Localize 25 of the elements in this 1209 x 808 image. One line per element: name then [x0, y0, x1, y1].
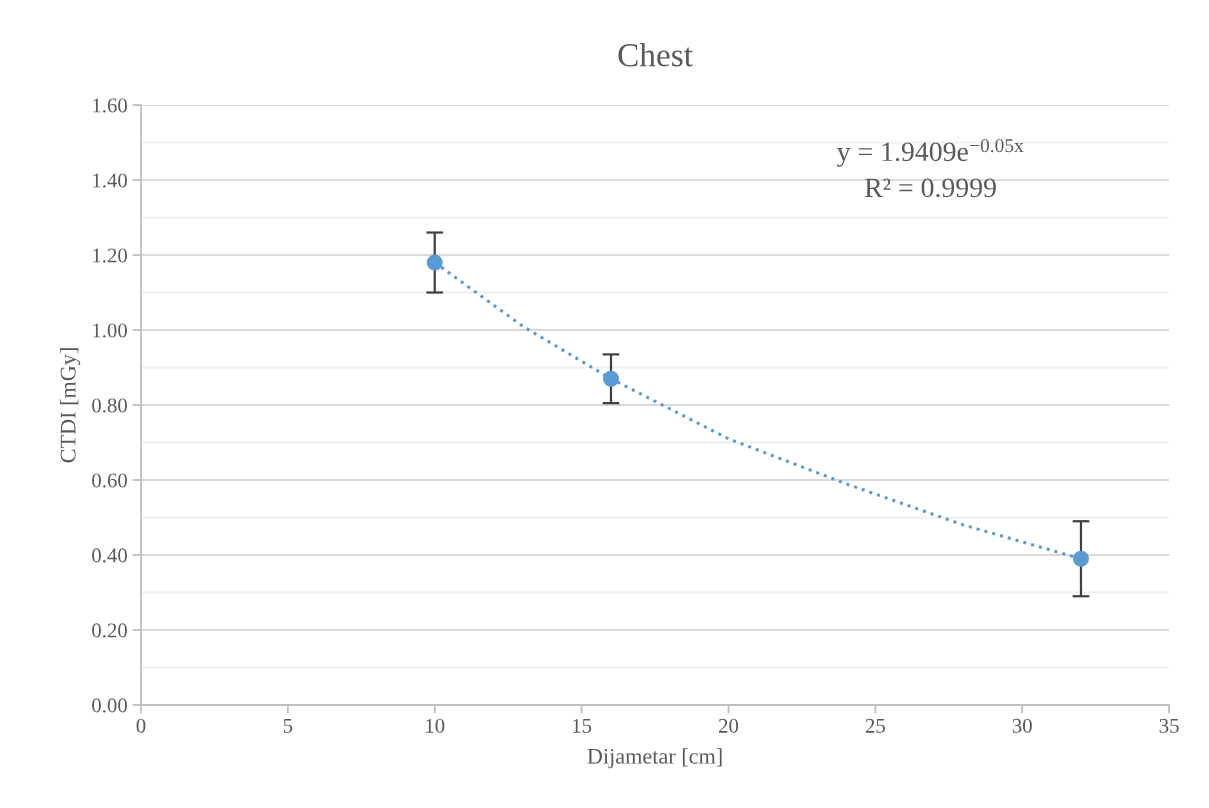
y-tick-label: 1.00: [93, 323, 127, 338]
point: [426, 254, 443, 271]
y-tick-label: 0.80: [92, 398, 127, 413]
x-tick-label: 15: [573, 718, 592, 733]
x-tick-label: 35: [1159, 718, 1179, 733]
x-axis-title: Dijametar [cm]: [587, 748, 722, 769]
y-tick-label: 0.00: [92, 698, 127, 713]
annotation: y = 1.9409e$^{−0.05x}$: [837, 139, 1024, 167]
y-tick-label: 0.40: [92, 548, 127, 563]
chart-title: Chest: [618, 43, 693, 67]
x-tick-label: 5: [283, 718, 293, 733]
annotation: R² = 0.9999: [864, 178, 996, 198]
y-tick-label: 1.20: [93, 248, 127, 263]
y-tick-label: 0.20: [92, 623, 127, 638]
x-tick-label: 30: [1012, 718, 1032, 733]
y-axis-title: CTDI [mGy]: [59, 348, 81, 463]
y-tick-label: 0.60: [92, 473, 127, 488]
x-tick-label: 10: [426, 718, 445, 733]
point: [602, 370, 619, 387]
x-tick-label: 20: [718, 718, 739, 733]
point: [1072, 550, 1089, 567]
x-tick-label: 25: [865, 718, 885, 733]
y-tick-label: 1.60: [93, 98, 127, 113]
y-tick-label: 1.40: [93, 173, 127, 188]
x-tick-label: 0: [136, 718, 146, 733]
